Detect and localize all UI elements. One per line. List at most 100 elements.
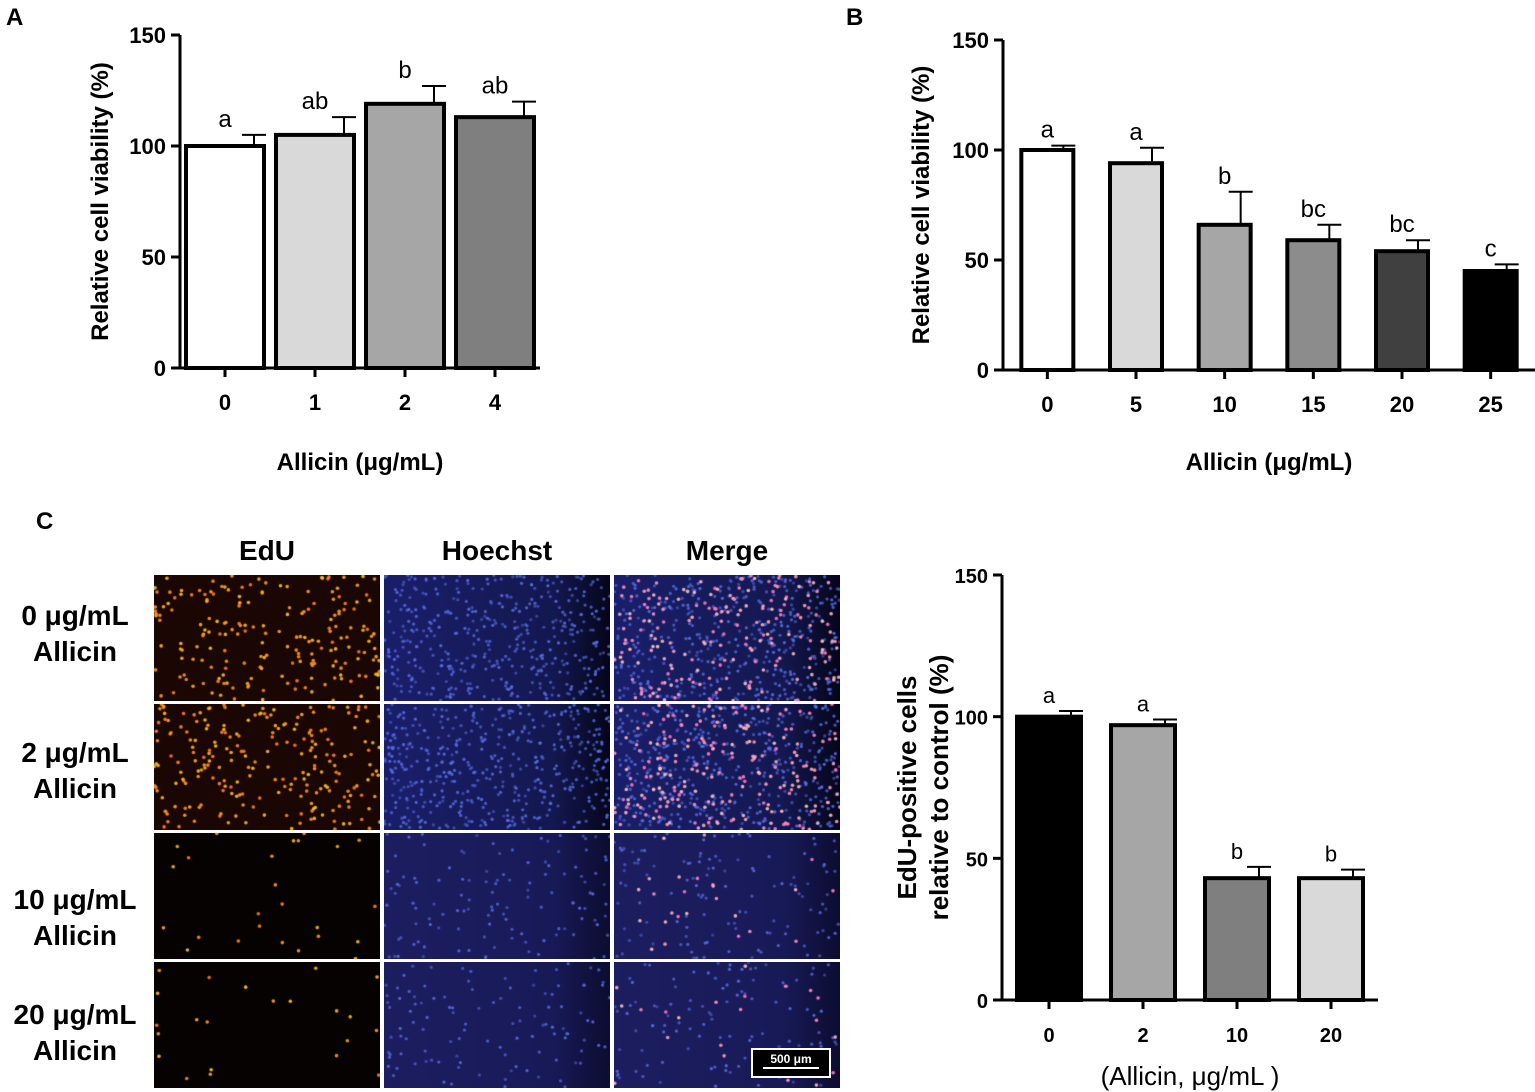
bar	[364, 101, 446, 370]
row-label-2: 2 μg/mL Allicin	[0, 735, 150, 807]
x-tick-label: 5	[1130, 392, 1142, 417]
micrograph-edu-row3	[154, 962, 380, 1088]
row-label-2-dose: 2 μg/mL	[21, 737, 129, 768]
micrograph-image	[384, 704, 610, 830]
row-label-0-compound: Allicin	[32, 636, 117, 667]
significance-label: b	[1218, 163, 1231, 190]
chart-c: 0 50 100 150 a 0 a 2 b 10 b 20 (Allicin, μg/mL ) EdU-…	[892, 566, 1378, 1091]
y-axis-label: Relative cell viability (%)	[908, 66, 935, 345]
x-tick-label: 0	[219, 390, 231, 415]
bar	[1108, 161, 1164, 372]
y-tick-label: 100	[952, 138, 989, 163]
bar	[1015, 714, 1083, 1003]
micrograph-hoechst-row2	[384, 833, 610, 959]
micrograph-image	[614, 704, 840, 830]
micrograph-image	[614, 833, 840, 959]
x-tick-label: 15	[1301, 392, 1325, 417]
row-label-20: 20 μg/mL Allicin	[0, 997, 150, 1069]
significance-label: a	[1041, 117, 1055, 144]
bar	[1285, 238, 1342, 372]
bar	[274, 132, 356, 370]
micrograph-edu-row2	[154, 833, 380, 959]
x-tick-label: 2	[399, 390, 411, 415]
micrograph-image	[614, 575, 840, 701]
row-label-20-dose: 20 μg/mL	[13, 999, 137, 1030]
bar	[184, 144, 266, 370]
x-tick-label: 20	[1320, 1025, 1342, 1047]
significance-label: a	[1137, 692, 1150, 717]
significance-label: bc	[1301, 196, 1326, 223]
column-header-merge: Merge	[685, 535, 769, 566]
y-tick-label: 150	[129, 23, 166, 48]
significance-label: b	[398, 57, 411, 84]
y-tick-label: 100	[129, 134, 166, 159]
micrograph-image	[154, 962, 380, 1088]
micrograph-hoechst-row0	[384, 575, 610, 701]
micrograph-image	[384, 833, 610, 959]
row-label-2-compound: Allicin	[32, 773, 117, 804]
x-tick-label: 2	[1137, 1025, 1148, 1047]
y-tick-label: 0	[154, 356, 166, 381]
y-tick-label: 100	[955, 708, 988, 730]
y-tick-label: 50	[966, 849, 988, 871]
chart-b: 0 50 100 150 a 0 a 5 b 10 bc 15 bc 20 c 25 Allicin (μg/m…	[908, 28, 1535, 476]
micrograph-image	[154, 833, 380, 959]
x-axis-label: Allicin (μg/mL)	[277, 449, 444, 476]
micrograph-merge-row2	[614, 833, 840, 959]
x-axis-label: Allicin (μg/mL)	[1186, 449, 1353, 476]
x-axis-label: (Allicin, μg/mL )	[1101, 1061, 1280, 1091]
micrograph-merge-row1	[614, 704, 840, 830]
micrograph-edu-row0	[154, 575, 380, 701]
row-label-0: 0 μg/mL Allicin	[0, 598, 150, 670]
x-tick-label: 10	[1212, 392, 1236, 417]
x-tick-label: 1	[309, 390, 321, 415]
significance-label: b	[1325, 842, 1337, 867]
y-tick-label: 50	[965, 248, 989, 273]
significance-label: a	[1129, 119, 1143, 146]
micrograph-image	[154, 575, 380, 701]
row-label-0-dose: 0 μg/mL	[21, 600, 129, 631]
panel-letter-c: C	[36, 508, 54, 535]
scale-bar-line	[763, 1067, 819, 1069]
x-tick-label: 4	[489, 390, 502, 415]
y-tick-label: 150	[952, 28, 989, 53]
row-label-20-compound: Allicin	[32, 1035, 117, 1066]
y-tick-label: 0	[977, 991, 988, 1013]
x-tick-label: 25	[1478, 392, 1502, 417]
y-axis-label-line: EdU-positive cells	[892, 676, 922, 900]
column-header-edu: EdU	[239, 535, 295, 566]
y-tick-label: 50	[142, 245, 166, 270]
micrograph-image	[384, 575, 610, 701]
micrograph-hoechst-row1	[384, 704, 610, 830]
bar	[1297, 876, 1365, 1002]
micrograph-hoechst-row3	[384, 962, 610, 1088]
significance-label: ab	[302, 88, 329, 115]
scale-bar-label: 500 μm	[770, 1052, 812, 1066]
micrograph-edu-row1	[154, 704, 380, 830]
x-tick-label: 10	[1226, 1025, 1248, 1047]
bar	[1109, 723, 1177, 1003]
x-tick-label: 20	[1390, 392, 1414, 417]
y-tick-label: 0	[977, 358, 989, 383]
panel-letter-b: B	[846, 4, 864, 31]
x-tick-label: 0	[1041, 392, 1053, 417]
significance-label: c	[1485, 235, 1497, 262]
significance-label: ab	[482, 73, 509, 100]
row-label-10-dose: 10 μg/mL	[13, 884, 137, 915]
significance-label: a	[218, 106, 232, 133]
bar	[454, 115, 536, 370]
micrograph-image	[384, 962, 610, 1088]
y-axis-label: Relative cell viability (%)	[87, 62, 114, 341]
significance-label: a	[1043, 683, 1056, 708]
scale-bar: 500 μm	[751, 1048, 831, 1078]
row-label-10-compound: Allicin	[32, 920, 117, 951]
micrograph-merge-row0	[614, 575, 840, 701]
bar	[1196, 222, 1253, 372]
x-tick-label: 0	[1043, 1025, 1054, 1047]
significance-label: bc	[1389, 211, 1414, 238]
bar	[1462, 269, 1519, 372]
row-label-10: 10 μg/mL Allicin	[0, 882, 150, 954]
panel-letter-a: A	[6, 4, 24, 31]
bar	[1203, 876, 1271, 1002]
y-axis-label-line: relative to control (%)	[924, 655, 954, 921]
